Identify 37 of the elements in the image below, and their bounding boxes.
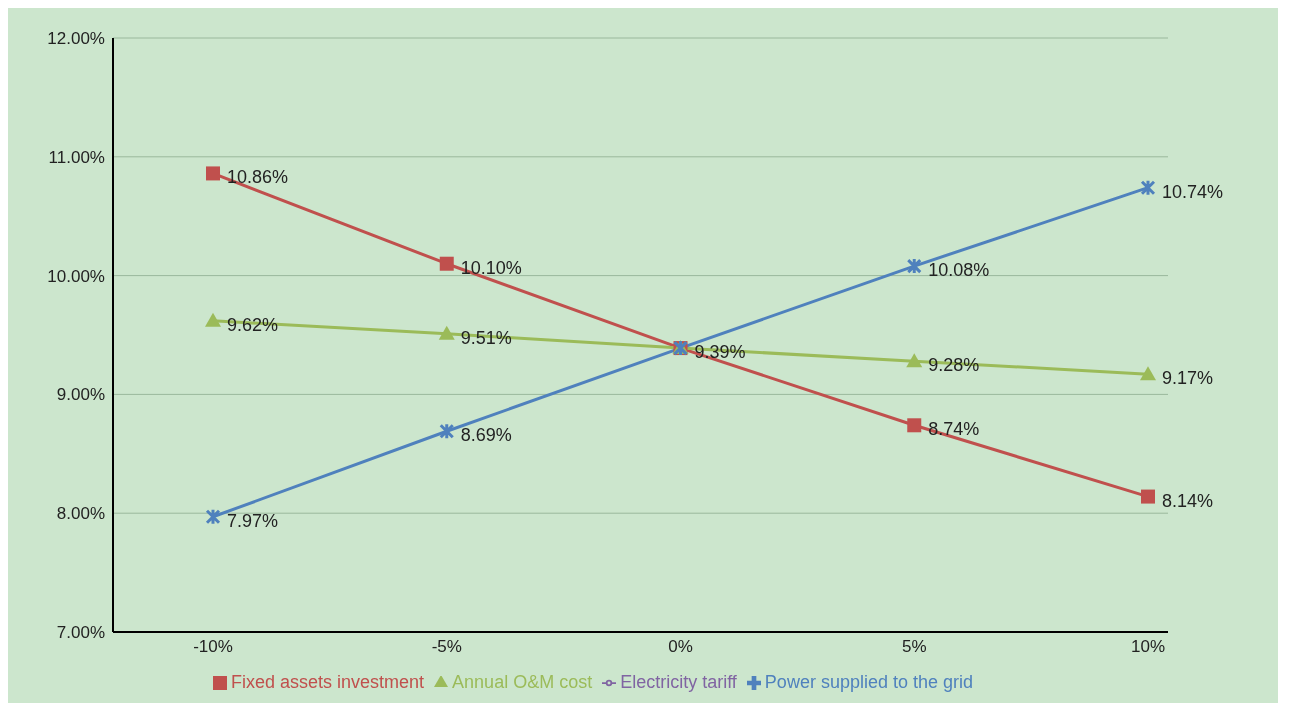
point <box>205 312 221 327</box>
x-tick-label: -5% <box>431 637 462 657</box>
point <box>438 325 455 340</box>
x-tick-label: 10% <box>1130 637 1166 657</box>
y-tick-label: 9.00% <box>56 385 105 405</box>
data-label: 10.86% <box>227 167 289 188</box>
point <box>1141 489 1155 504</box>
y-tick-label: 11.00% <box>48 147 105 167</box>
point <box>1140 179 1156 197</box>
point <box>906 353 923 368</box>
point <box>205 508 221 526</box>
data-label: 9.17% <box>1162 368 1214 389</box>
y-tick-label: 7.00% <box>56 623 105 643</box>
data-label: 10.74% <box>1162 181 1224 202</box>
y-tick-label: 10.00% <box>47 266 105 286</box>
point <box>439 422 455 440</box>
point <box>206 166 220 181</box>
legend-label: Power supplied to the grid <box>764 672 973 692</box>
data-label: 10.08% <box>928 260 990 281</box>
data-label: 8.69% <box>460 425 512 446</box>
point <box>906 257 922 275</box>
legend-label: Electricity tariff <box>620 672 737 692</box>
point <box>907 418 922 433</box>
y-tick-label: 12.00% <box>47 29 105 49</box>
x-tick-label: 5% <box>901 637 927 657</box>
legend-label: Fixed assets investment <box>231 672 425 692</box>
point <box>1140 366 1156 381</box>
point <box>439 256 454 271</box>
data-label: 10.10% <box>460 257 522 278</box>
y-tick-label: 8.00% <box>56 504 105 524</box>
x-tick-label: -10% <box>193 637 233 657</box>
data-label: 9.39% <box>694 342 746 363</box>
data-label: 8.14% <box>1162 490 1214 511</box>
data-label: 7.97% <box>227 510 279 531</box>
x-tick-label: 0% <box>668 637 693 657</box>
data-label: 8.74% <box>928 419 980 440</box>
legend-label: Annual O&M cost <box>452 672 593 692</box>
